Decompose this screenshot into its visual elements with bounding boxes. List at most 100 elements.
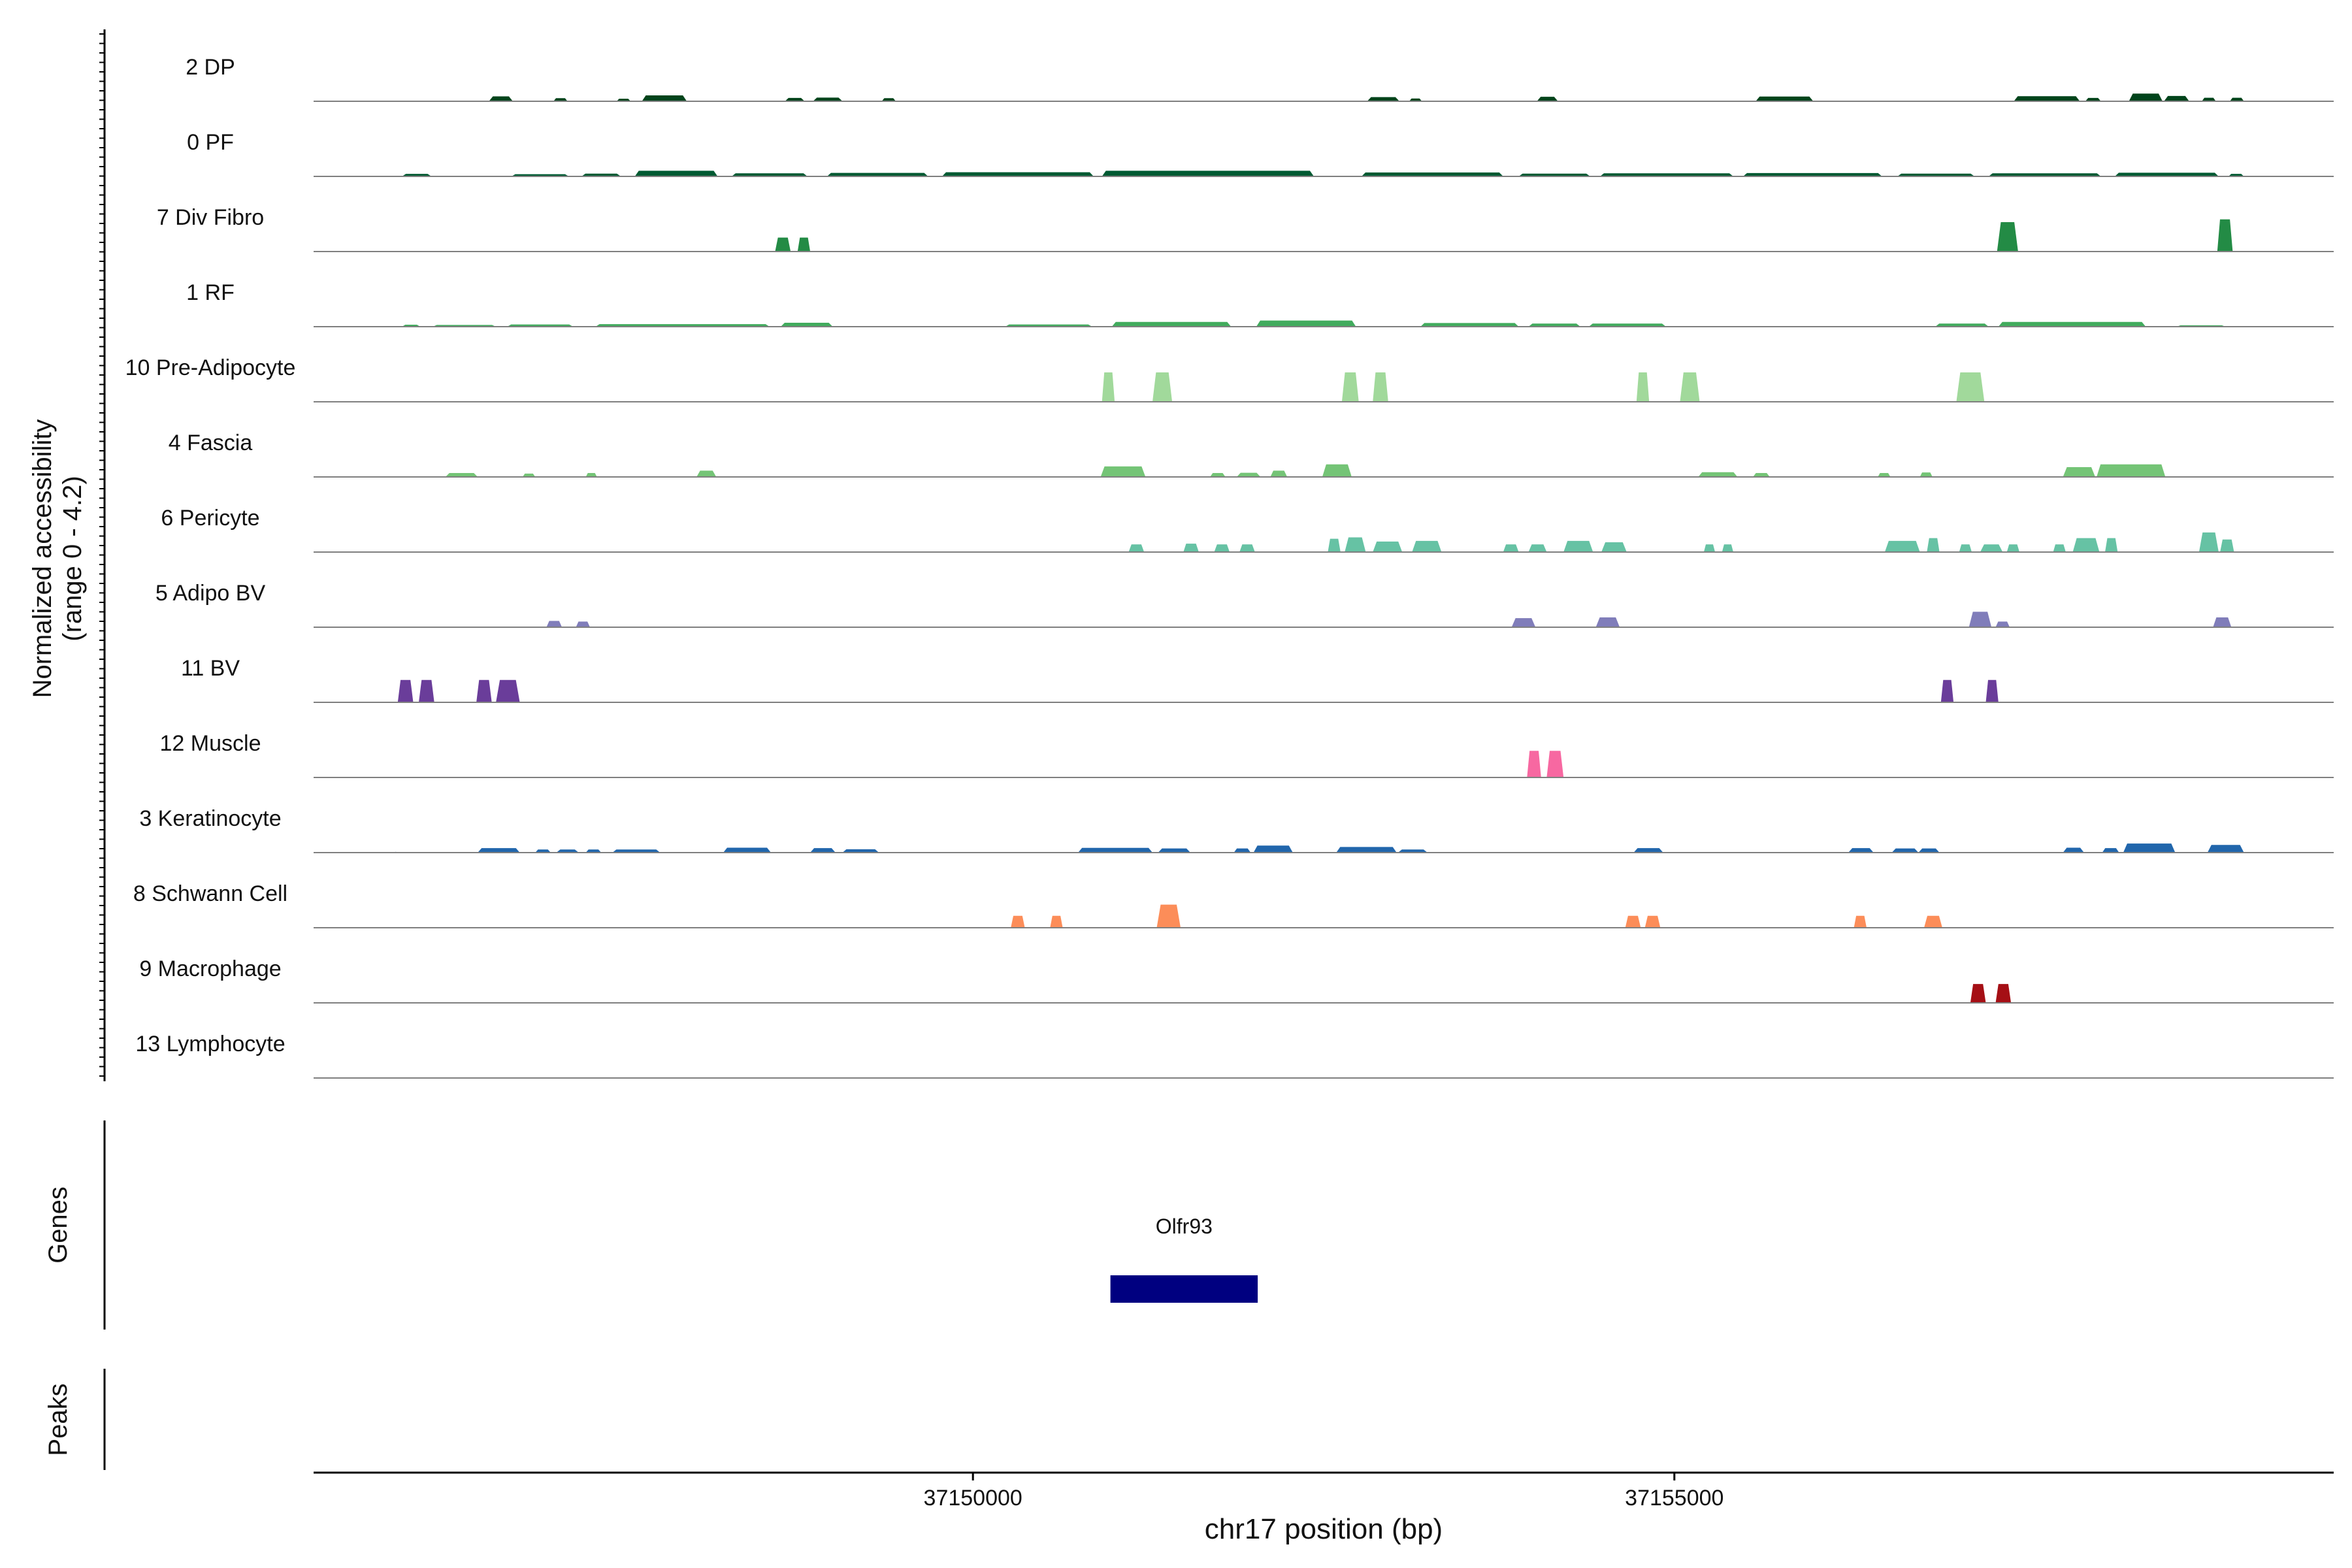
coverage-block [2072,538,2100,552]
track-2-dp [314,93,2334,102]
coverage-block [1927,538,1940,552]
coverage-block [775,237,791,252]
track-label: 10 Pre-Adipocyte [125,355,296,380]
coverage-block [842,849,879,853]
coverage-block [1373,372,1388,402]
coverage-block [1756,96,1814,101]
coverage-block [1959,544,1972,552]
coverage-block [1236,472,1261,477]
y-axis-label-line2: (range 0 - 4.2) [58,476,87,641]
coverage-block [2129,93,2163,101]
coverage-block [1919,472,1933,477]
track-8-schwann-cell [314,904,2334,928]
coverage-block [419,679,434,702]
coverage-block [1546,751,1564,777]
coverage-block [585,473,597,477]
coverage-block [785,97,805,101]
coverage-block [1336,847,1397,853]
coverage-block [1722,544,1733,552]
x-axis-label: chr17 position (bp) [1205,1513,1443,1545]
coverage-block [1680,372,1700,402]
coverage-block [1985,679,1999,702]
coverage-block [1183,544,1199,552]
coverage-block [1233,848,1251,853]
coverage-block [1588,323,1666,327]
track-label: 1 RF [186,280,235,305]
coverage-block [1848,848,1874,853]
coverage-block [781,323,833,327]
coverage-block [810,848,836,853]
coverage-block [2198,532,2219,552]
coverage-block [1397,849,1428,853]
coverage-block [1367,97,1399,101]
coverage-block [489,96,513,101]
coverage-block [797,237,811,252]
coverage-block [1897,173,1975,176]
coverage-block [1210,473,1226,477]
coverage-block [1152,372,1173,402]
coverage-block [2115,172,2219,176]
coverage-block [1050,915,1063,928]
gene-body [1110,1275,1258,1303]
gene-annotations: Olfr93 [1110,1215,1258,1303]
coverage-block [1511,618,1536,627]
coverage-block [397,679,414,702]
x-tick-label: 37155000 [1625,1486,1723,1511]
coverage-block [2014,96,2080,101]
coverage-block [813,97,843,101]
track-label: 11 BV [181,656,240,681]
coverage-block [1270,470,1288,477]
coverage-block [642,95,687,101]
coverage-block [1409,98,1422,101]
coverage-block [556,849,579,853]
coverage-block [496,679,520,702]
track-12-muscle [314,751,2334,778]
coverage-block [1362,172,1503,176]
coverage-block [1878,473,1891,477]
coverage-block [2207,845,2244,853]
y-axis-minor-ticks [99,33,105,1077]
coverage-block [1601,542,1627,552]
coverage-block [1988,173,2101,176]
gene-label: Olfr93 [1156,1215,1213,1238]
coverage-block [1854,915,1867,928]
coverage-block [1011,915,1025,928]
coverage-block [1633,848,1663,853]
coverage-block [1600,173,1733,176]
coverage-block [1102,372,1115,402]
coverage-block [881,98,896,101]
coverage-block [2220,539,2234,552]
coverage-block [1373,541,1403,552]
coverage-block [1328,538,1341,552]
track-3-keratinocyte [314,843,2334,853]
track-4-fascia [314,464,2334,478]
track-label: 8 Schwann Cell [133,881,287,906]
coverage-block [2217,219,2233,252]
coverage-block [1528,323,1580,327]
coverage-block [2063,847,2084,853]
track-11-bv [314,679,2334,703]
coverage-block [2164,95,2189,101]
coverage-block [445,473,478,477]
coverage-block [1595,617,1620,627]
coverage-tracks [314,93,2334,1079]
coverage-block [553,98,568,101]
coverage-block [2123,843,2176,853]
x-axis-ticks: 37150000 37155000 [924,1473,1723,1511]
coverage-block [2202,97,2216,101]
track-label: 0 PF [187,130,234,155]
coverage-block [478,848,520,853]
coverage-block [1980,544,2003,552]
track-0-pf [314,171,2334,177]
coverage-block [1537,97,1558,101]
coverage-block [1341,372,1359,402]
coverage-block [1924,915,1942,928]
peaks-panel-label: Peaks [44,1383,73,1456]
coverage-block [2213,617,2232,627]
coverage-block [1968,612,1992,627]
genes-panel-label: Genes [44,1186,73,1264]
coverage-block [1956,372,1985,402]
coverage-block [1158,848,1190,853]
coverage-block [1518,173,1590,176]
coverage-block [2053,544,2066,552]
